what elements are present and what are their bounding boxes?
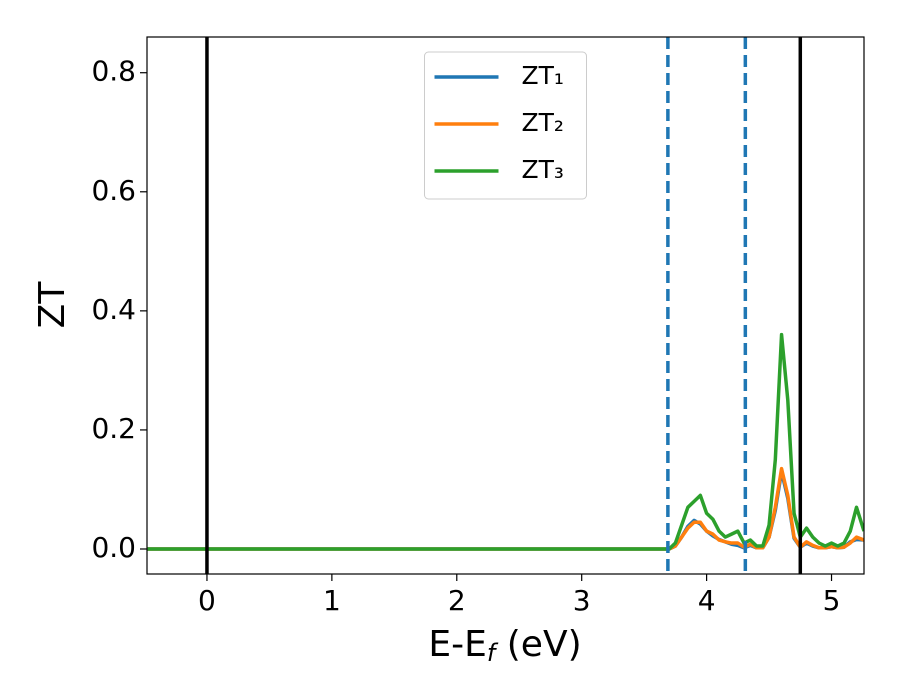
- y-tick-label: 0.6: [91, 174, 136, 207]
- series-line: [147, 469, 864, 551]
- plot-area: [147, 37, 864, 574]
- x-tick-label: 0: [198, 584, 216, 617]
- series-line: [147, 332, 864, 551]
- legend-label: ZT₃: [522, 155, 564, 184]
- legend-label: ZT₂: [522, 108, 564, 137]
- plot-frame: [146, 36, 865, 575]
- y-tick-label: 0.8: [91, 55, 136, 88]
- y-tick-label: 0.2: [91, 412, 136, 445]
- legend-box: [424, 51, 587, 200]
- x-tick-label: 5: [823, 584, 841, 617]
- y-tick-label: 0.4: [91, 293, 136, 326]
- legend-label: ZT₁: [522, 61, 564, 90]
- y-axis-label: ZT: [32, 281, 73, 329]
- x-tick-label: 1: [323, 584, 341, 617]
- x-tick-label: 2: [448, 584, 466, 617]
- x-tick-label: 3: [573, 584, 591, 617]
- x-axis-label: E-Ef (eV): [428, 624, 581, 667]
- series-line: [147, 466, 864, 551]
- y-tick-label: 0.0: [91, 531, 136, 564]
- x-tick-label: 4: [698, 584, 716, 617]
